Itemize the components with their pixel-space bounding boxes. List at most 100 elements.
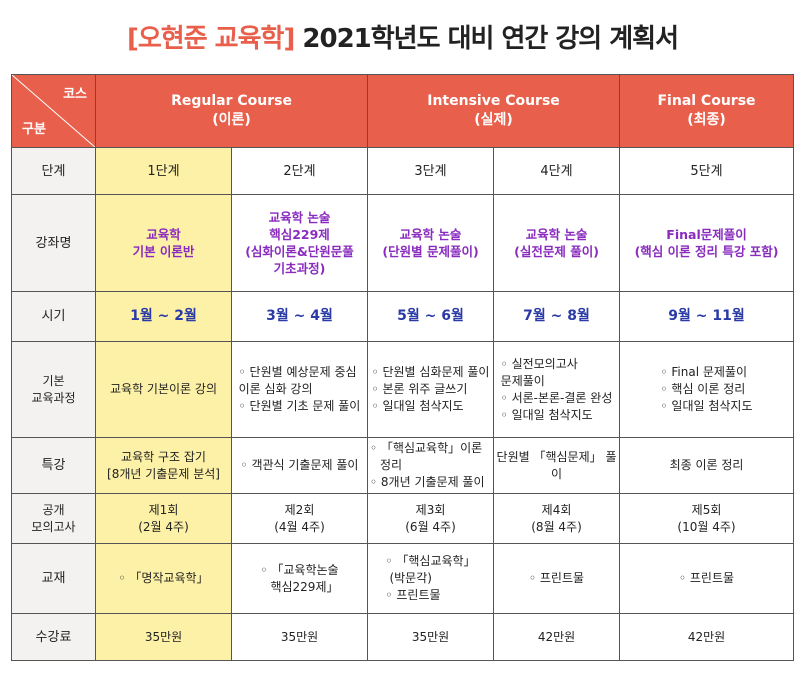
textbook-2: 「교육학논술 핵심229제」 <box>230 543 369 614</box>
corner-diagonal <box>12 75 95 147</box>
textbook-2-item: 핵심229제」 <box>270 579 339 594</box>
intensive-name: Intensive Course <box>427 93 560 109</box>
row-special-lecture: 특강 교육학 구조 잡기 [8개년 기출문제 분석] 객관식 기출문제 풀이 「… <box>11 437 795 494</box>
row-stage: 단계 1단계 2단계 3단계 4단계 5단계 <box>11 147 795 195</box>
stage-3: 3단계 <box>367 147 495 195</box>
intensive-sub: (실제) <box>474 112 513 128</box>
stage-2: 2단계 <box>230 147 369 195</box>
basic-1: 교육학 기본이론 강의 <box>95 341 232 438</box>
final-sub: (최종) <box>687 112 726 128</box>
course-name-2-line: 기초과정) <box>273 261 326 276</box>
row-textbook: 교재 「명작교육학」 「교육학논술 핵심229제」 「핵심교육학」 (박문각) … <box>11 543 795 614</box>
fee-3: 35만원 <box>367 613 495 661</box>
label-mock-line: 모의고사 <box>31 519 76 534</box>
course-name-2-line: 교육학 논술 <box>268 210 331 225</box>
textbook-3-item: 프린트물 <box>385 587 475 604</box>
course-name-4-line: (실전문제 풀이) <box>514 244 599 259</box>
basic-2-item: 단원별 예상문제 중심 <box>239 364 361 381</box>
textbook-5-item: 프린트물 <box>679 570 734 587</box>
course-name-5-line: (핵심 이론 정리 특강 포함) <box>634 244 779 259</box>
basic-3-item: 일대일 첨삭지도 <box>372 398 490 415</box>
course-name-3-line: 교육학 논술 <box>399 227 462 242</box>
row-mock-exam: 공개 모의고사 제1회 (2월 4주) 제2회 (4월 4주) 제3회 (6월 … <box>11 493 795 544</box>
corner-course-label: 코스 <box>63 87 87 102</box>
textbook-3-item: 「핵심교육학」 <box>385 553 475 570</box>
title-accent: [오현준 교육학] <box>126 24 295 54</box>
label-fee: 수강료 <box>11 613 96 661</box>
header-final-course: Final Course (최종) <box>619 74 795 148</box>
label-period: 시기 <box>11 291 96 342</box>
course-name-1-line: 교육학 <box>146 227 181 242</box>
basic-5-item: 일대일 첨삭지도 <box>661 398 752 415</box>
label-basic-line: 교육과정 <box>31 390 76 405</box>
fee-5: 42만원 <box>619 613 795 661</box>
corner-gubun-label: 구분 <box>22 122 46 137</box>
mock-2: 제2회 (4월 4주) <box>230 493 369 544</box>
course-name-5-line: Final문제풀이 <box>666 227 747 242</box>
mock-3-line: (6월 4주) <box>405 519 456 534</box>
course-name-2-line: 핵심229제 <box>269 227 330 242</box>
basic-2-item: 단원별 기초 문제 풀이 <box>239 398 361 415</box>
basic-5: Final 문제풀이 핵심 이론 정리 일대일 첨삭지도 <box>619 341 795 438</box>
header-regular-course: Regular Course (이론) <box>94 74 369 148</box>
course-name-1: 교육학 기본 이론반 <box>95 194 232 292</box>
basic-4-item: 서론-본론-결론 완성 <box>501 390 613 407</box>
mock-2-line: 제2회 <box>284 502 315 517</box>
stage-1: 1단계 <box>95 147 232 195</box>
course-name-5: Final문제풀이 (핵심 이론 정리 특강 포함) <box>619 194 795 292</box>
label-textbook: 교재 <box>11 543 96 614</box>
title-text: 2021학년도 대비 연간 강의 계획서 <box>302 24 679 54</box>
lecture-plan-table: 코스 구분 Regular Course (이론) Intensive Cour… <box>11 74 795 661</box>
stage-4: 4단계 <box>493 147 621 195</box>
period-3: 5월 ~ 6월 <box>367 291 495 342</box>
course-name-2-line: (심화이론&단원문풀 <box>245 244 354 259</box>
special-5: 최종 이론 정리 <box>619 437 795 494</box>
label-course-name: 강좌명 <box>11 194 96 292</box>
special-1-line: 교육학 구조 잡기 <box>121 449 206 464</box>
header-row: 코스 구분 Regular Course (이론) Intensive Cour… <box>11 74 795 148</box>
mock-4-line: (8월 4주) <box>531 519 582 534</box>
textbook-1-item: 「명작교육학」 <box>118 570 208 587</box>
regular-sub: (이론) <box>212 112 251 128</box>
special-1-line: [8개년 기출문제 분석] <box>107 466 220 481</box>
fee-4: 42만원 <box>493 613 621 661</box>
fee-1: 35만원 <box>95 613 232 661</box>
mock-1: 제1회 (2월 4주) <box>95 493 232 544</box>
header-intensive-course: Intensive Course (실제) <box>367 74 621 148</box>
textbook-1: 「명작교육학」 <box>95 543 232 614</box>
basic-3-item: 단원별 심화문제 풀이 <box>372 364 489 381</box>
basic-3-item: 본론 위주 글쓰기 <box>372 381 490 398</box>
special-3-item: 「핵심교육학」이론정리 <box>370 440 491 474</box>
mock-4: 제4회 (8월 4주) <box>493 493 621 544</box>
row-fee: 수강료 35만원 35만원 35만원 42만원 42만원 <box>11 613 795 661</box>
basic-4-item: 실전모의고사 <box>501 356 613 373</box>
special-4: 단원별 「핵심문제」 풀이 <box>493 437 621 494</box>
stage-5: 5단계 <box>619 147 795 195</box>
textbook-3-item: (박문각) <box>389 571 432 585</box>
page-title: [오현준 교육학] 2021학년도 대비 연간 강의 계획서 <box>0 18 805 55</box>
textbook-3: 「핵심교육학」 (박문각) 프린트물 <box>367 543 495 614</box>
basic-3: 단원별 심화문제 풀이 본론 위주 글쓰기 일대일 첨삭지도 <box>367 341 495 438</box>
textbook-2-item: 「교육학논술 <box>260 562 338 579</box>
mock-4-line: 제4회 <box>541 502 572 517</box>
corner-cell: 코스 구분 <box>11 74 96 148</box>
special-3: 「핵심교육학」이론정리 8개년 기출문제 풀이 <box>367 437 495 494</box>
course-name-2: 교육학 논술 핵심229제 (심화이론&단원문풀 기초과정) <box>230 194 369 292</box>
period-4: 7월 ~ 8월 <box>493 291 621 342</box>
textbook-4-item: 프린트물 <box>529 570 584 587</box>
row-period: 시기 1월 ~ 2월 3월 ~ 4월 5월 ~ 6월 7월 ~ 8월 9월 ~ … <box>11 291 795 342</box>
basic-5-item: 핵심 이론 정리 <box>661 381 753 398</box>
mock-3: 제3회 (6월 4주) <box>367 493 495 544</box>
label-basic-line: 기본 <box>42 373 65 388</box>
mock-1-line: 제1회 <box>148 502 179 517</box>
mock-5-line: (10월 4주) <box>677 519 736 534</box>
special-1: 교육학 구조 잡기 [8개년 기출문제 분석] <box>95 437 232 494</box>
basic-2: 단원별 예상문제 중심 이론 심화 강의 단원별 기초 문제 풀이 <box>230 341 369 438</box>
label-stage: 단계 <box>11 147 96 195</box>
label-mock-line: 공개 <box>42 502 65 517</box>
course-name-4-line: 교육학 논술 <box>525 227 588 242</box>
row-basic-curriculum: 기본 교육과정 교육학 기본이론 강의 단원별 예상문제 중심 이론 심화 강의… <box>11 341 795 438</box>
label-special-lecture: 특강 <box>11 437 96 494</box>
textbook-5: 프린트물 <box>619 543 795 614</box>
special-2-item: 객관식 기출문제 풀이 <box>241 457 358 474</box>
